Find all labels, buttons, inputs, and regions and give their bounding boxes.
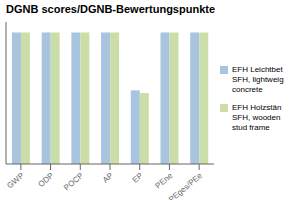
svg-text:GWP: GWP xyxy=(8,171,26,190)
svg-text:POCP: POCP xyxy=(62,171,85,192)
svg-text:AP: AP xyxy=(101,171,115,185)
html-text:EFH Leichtbet SFH, lightweig c: EFH Leichtbet SFH, lightweig concrete xyxy=(232,65,284,94)
html-text:DGNB scores/DGNB-Bewertungspun: DGNB scores/DGNB-Bewertungspunkte xyxy=(6,3,215,15)
html-text:EFH Holzstän SFH, wooden stud: EFH Holzstän SFH, wooden stud frame xyxy=(232,103,282,132)
svg-text:ODP: ODP xyxy=(36,171,55,189)
svg-text:PEne: PEne xyxy=(154,171,175,191)
svg-text:PEges/PEe: PEges/PEe xyxy=(167,171,205,200)
svg-text:EP: EP xyxy=(131,171,145,185)
